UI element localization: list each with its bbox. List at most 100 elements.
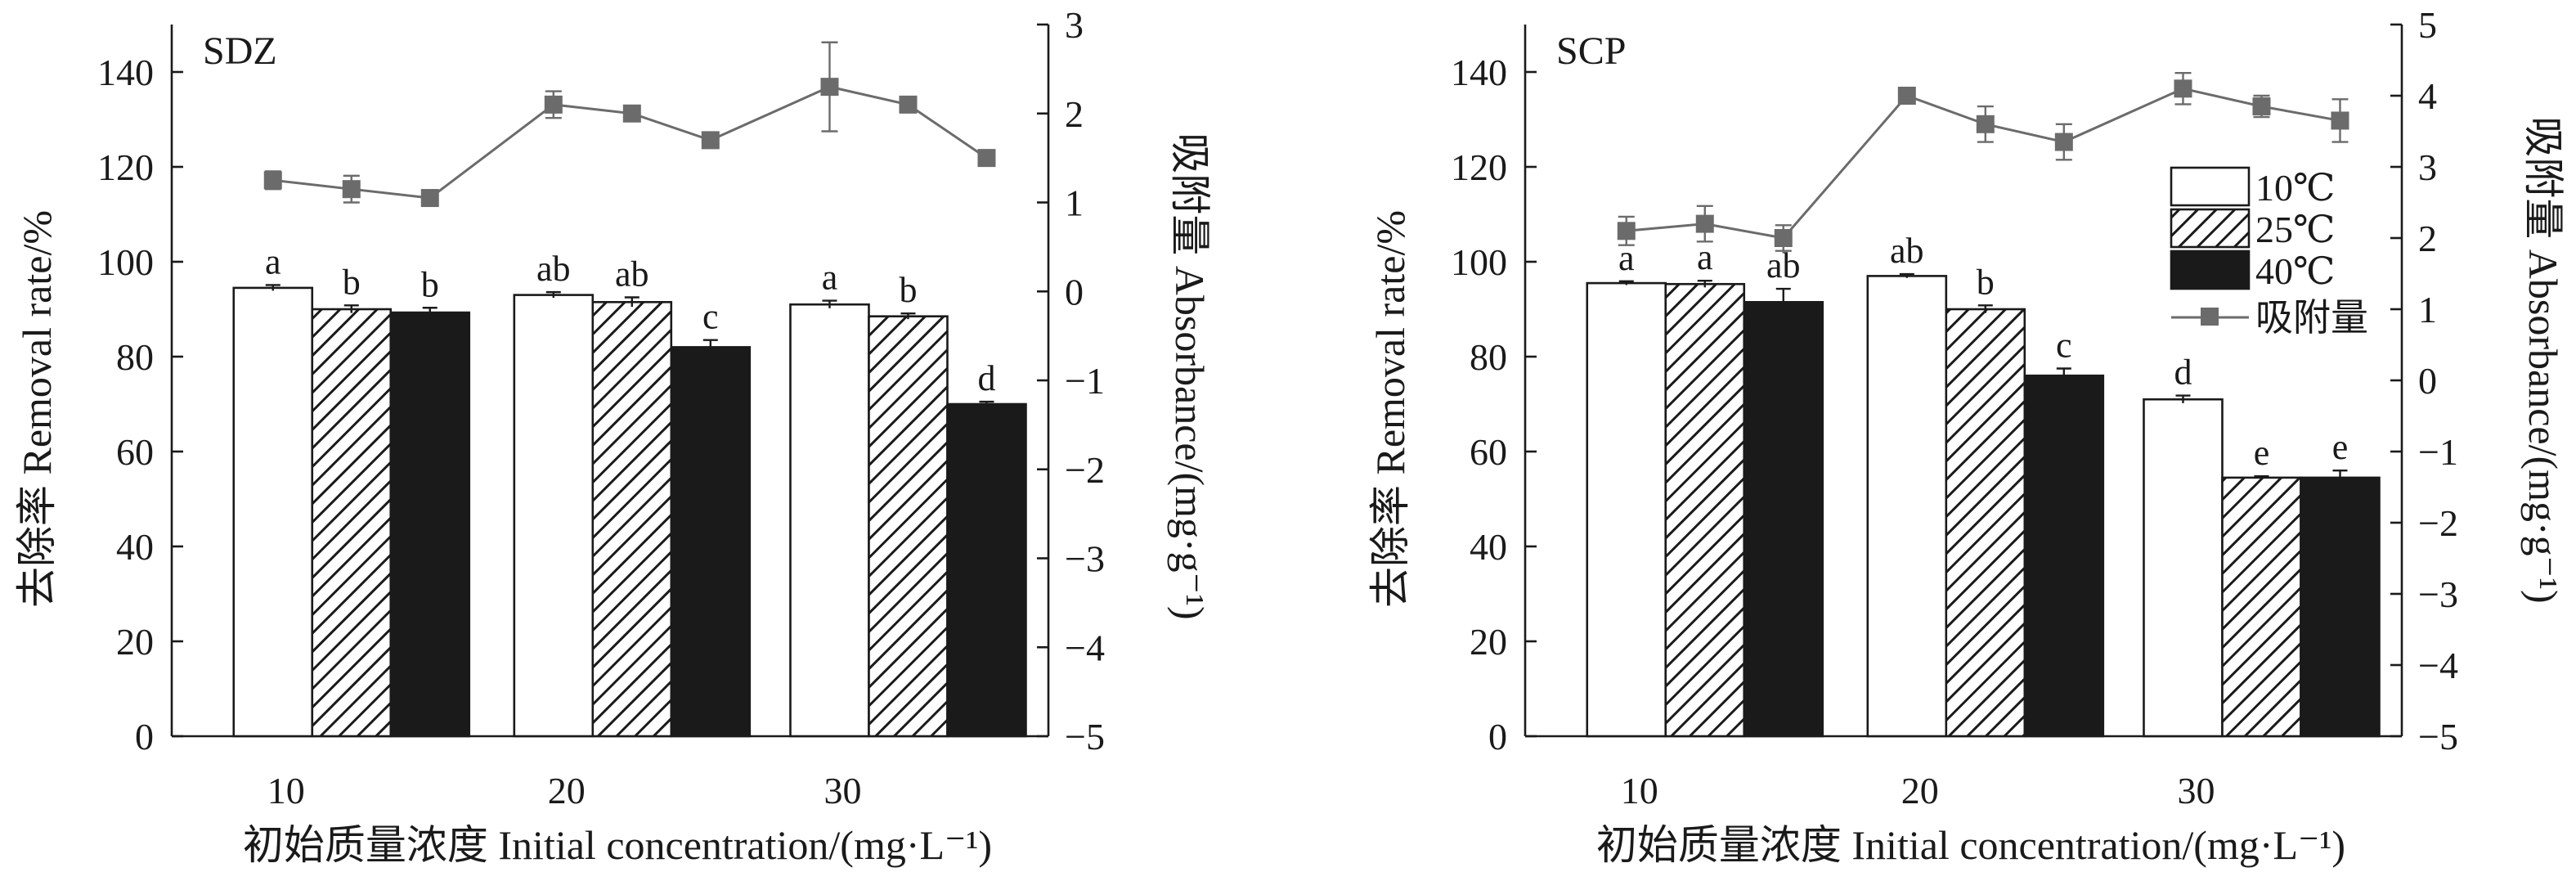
y2-tick-label: −5	[2418, 716, 2458, 757]
adsorption-point	[977, 149, 996, 168]
adsorption-point	[2054, 133, 2073, 151]
y2-tick-label: −2	[1065, 449, 1105, 491]
significance-letter: ab	[536, 249, 571, 289]
adsorption-point	[820, 78, 839, 97]
significance-letter: b	[421, 264, 439, 304]
panel-label: SDZ	[203, 29, 277, 73]
significance-letter: d	[2174, 353, 2192, 393]
legend: 10℃ 25℃ 40℃ 吸附量	[2170, 166, 2368, 339]
y2-axis-title: 吸附量 Absorbance/(mg·g⁻¹)	[1167, 133, 1213, 619]
y-tick-label: 80	[1470, 336, 1507, 378]
y-tick-label: 140	[97, 52, 154, 93]
adsorption-point	[1695, 214, 1714, 233]
legend-swatch-40c	[2170, 249, 2251, 290]
significance-letter: e	[2332, 427, 2349, 467]
adsorption-point	[701, 131, 720, 150]
adsorption-point	[1976, 115, 1995, 133]
y2-tick-label: 3	[1065, 4, 1084, 46]
y-tick-label: 140	[1451, 52, 1507, 93]
adsorption-point	[342, 180, 361, 199]
bar-40c	[946, 402, 1027, 738]
y2-tick-label: 5	[2418, 4, 2437, 46]
chart-panel-scp: SCP 去除率 Removal rate/% 吸附量 Absorbance/(m…	[1367, 4, 2566, 868]
adsorption-point	[544, 95, 563, 114]
bar-10c	[2143, 398, 2224, 738]
bar-40c	[2023, 374, 2105, 738]
significance-letter: b	[1977, 262, 1995, 302]
bar-10c	[1866, 275, 1948, 738]
x-tick-label: 10	[1621, 770, 1658, 811]
y-tick-label: 120	[1451, 146, 1507, 188]
legend-label-adsorption: 吸附量	[2255, 297, 2368, 339]
y-tick-label: 20	[116, 621, 154, 663]
x-tick-label: 20	[1901, 770, 1939, 811]
y-tick-label: 80	[116, 336, 154, 378]
x-tick-label: 20	[548, 770, 586, 811]
bar-25c	[868, 315, 949, 738]
significance-letter: e	[2254, 433, 2270, 473]
y2-tick-label: −5	[1065, 716, 1105, 757]
legend-swatch-10c	[2170, 166, 2251, 207]
significance-letter: a	[822, 258, 838, 298]
y2-tick-label: 4	[2418, 75, 2437, 117]
y2-tick-label: −3	[2418, 573, 2458, 615]
x-tick-label: 10	[267, 770, 305, 811]
adsorption-point	[420, 189, 439, 208]
y-tick-label: 0	[135, 716, 154, 757]
significance-letter: a	[265, 241, 281, 281]
significance-letter: b	[899, 270, 917, 310]
y2-tick-label: −1	[1065, 360, 1105, 402]
y2-tick-label: 2	[2418, 218, 2437, 259]
legend-label-25c: 25℃	[2255, 209, 2335, 250]
legend-label-40c: 40℃	[2255, 250, 2335, 292]
y-tick-label: 100	[97, 241, 154, 283]
y-tick-label: 60	[116, 431, 154, 473]
legend-swatch-25c	[2170, 208, 2251, 249]
y2-tick-label: −2	[2418, 502, 2458, 544]
bar-10c	[232, 286, 314, 738]
legend-marker-adsorption	[2201, 308, 2219, 326]
y-tick-label: 0	[1488, 716, 1507, 757]
adsorption-point	[1897, 87, 1916, 105]
significance-letter: a	[1618, 238, 1635, 278]
adsorption-point	[899, 95, 918, 114]
adsorption-point	[1774, 229, 1793, 247]
y2-axis-title: 吸附量 Absorbance/(mg·g⁻¹)	[2520, 116, 2566, 603]
bar-25c	[311, 308, 393, 738]
bar-40c	[1743, 300, 1824, 738]
significance-letter: ab	[1890, 231, 1924, 271]
bar-40c	[2300, 476, 2381, 738]
significance-letter: b	[343, 262, 361, 302]
y-tick-label: 20	[1470, 621, 1507, 663]
y2-tick-label: 1	[1065, 182, 1084, 224]
adsorption-point	[2174, 79, 2192, 98]
y2-tick-label: −1	[2418, 431, 2458, 473]
bar-10c	[513, 294, 595, 738]
y2-tick-label: 0	[2418, 360, 2437, 402]
x-axis-title: 初始质量浓度 Initial concentration/(mg·L⁻¹)	[243, 822, 992, 868]
x-axis-title: 初始质量浓度 Initial concentration/(mg·L⁻¹)	[1596, 822, 2345, 868]
y2-tick-label: 3	[2418, 146, 2437, 188]
bar-10c	[1586, 281, 1667, 738]
adsorption-point	[2252, 97, 2271, 116]
significance-letter: c	[702, 297, 719, 337]
y2-tick-label: 0	[1065, 271, 1084, 312]
bar-40c	[670, 346, 752, 738]
bar-25c	[591, 300, 673, 738]
bar-10c	[789, 303, 870, 738]
y2-tick-label: −3	[1065, 538, 1105, 580]
bar-40c	[389, 311, 471, 738]
significance-letter: ab	[615, 254, 649, 294]
x-tick-label: 30	[824, 770, 861, 811]
significance-letter: ab	[1766, 245, 1801, 285]
significance-letter: a	[1697, 237, 1713, 277]
y-tick-label: 40	[1470, 526, 1507, 568]
significance-letter: d	[977, 358, 995, 398]
bar-25c	[1945, 308, 2026, 738]
adsorption-line	[272, 85, 988, 200]
y-axis-title: 去除率 Removal rate/%	[1367, 210, 1413, 608]
bar-25c	[1664, 282, 1746, 738]
significance-letter: c	[2056, 326, 2072, 366]
panel-label: SCP	[1556, 29, 1626, 73]
